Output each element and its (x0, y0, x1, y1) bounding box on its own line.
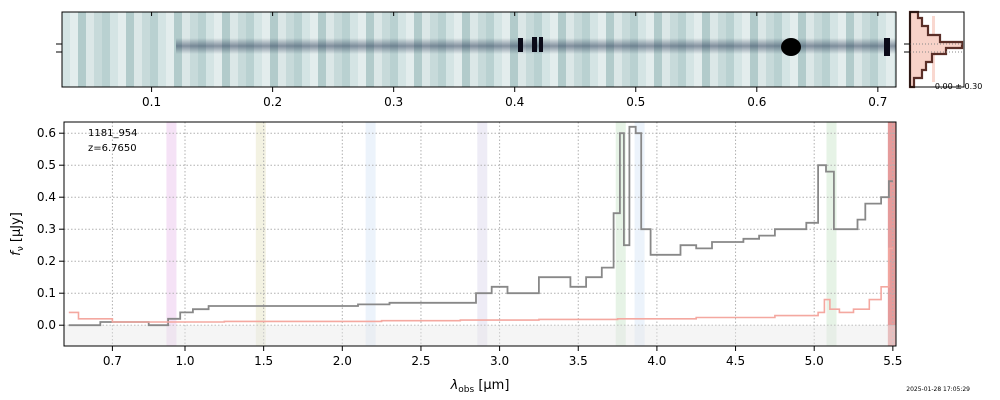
emission-band (826, 122, 837, 346)
heatmap-column (102, 12, 110, 87)
x-tick-label: 3.0 (490, 354, 509, 368)
profile-frame (909, 11, 965, 88)
series-error-line (68, 247, 893, 323)
top-tick-label: 0.5 (626, 95, 645, 109)
timestamp: 2025-01-28 17:05:29 (906, 386, 970, 393)
emission-band (615, 122, 626, 346)
spectrum-2d-knot (884, 38, 890, 56)
emission-band (634, 122, 645, 346)
y-axis-label: fν [μJy] (9, 212, 26, 256)
x-tick-label: 2.0 (333, 354, 352, 368)
spectrum-2d-knot (539, 37, 543, 52)
top-tick-label: 0.4 (505, 95, 524, 109)
spectrum-2d-knot (781, 38, 801, 56)
emission-band (166, 122, 177, 346)
heatmap-column (158, 12, 166, 87)
top-tick-label: 0.7 (868, 95, 887, 109)
heatmap-column (110, 12, 118, 87)
profile-curve (908, 10, 964, 89)
x-axis-label: λobs [μm] (450, 378, 510, 395)
x-tick-label: 4.5 (726, 354, 745, 368)
top-tick-label: 0.2 (263, 95, 282, 109)
top-tick-label: 0.6 (747, 95, 766, 109)
emission-band (365, 122, 376, 346)
x-tick-label: 3.5 (569, 354, 588, 368)
spectrum-1d-panel: 0.7 1.0 1.5 2.0 2.5 3.0 3.5 4.0 4.5 5.0 5.5 0.0 0.1… (9, 121, 970, 395)
spectrum-2d-frame (61, 11, 897, 88)
emission-band (887, 122, 896, 346)
x-tick-label: 1.0 (175, 354, 194, 368)
spectrum-2d-knot (532, 37, 537, 52)
series (68, 125, 893, 327)
grid (64, 122, 896, 346)
top-tick-label: 0.1 (142, 95, 161, 109)
x-tick-label: 5.0 (805, 354, 824, 368)
spectrum-2d-knot (518, 38, 523, 52)
heatmap-column (134, 12, 142, 87)
heatmap-column (70, 12, 78, 87)
emission-band (477, 122, 488, 346)
y-tick-label: 0.5 (37, 158, 56, 172)
y-tick-label: 0.2 (37, 254, 56, 268)
x-tick-label: 5.5 (883, 354, 902, 368)
x-tick-label: 4.0 (647, 354, 666, 368)
series-flux-line (68, 125, 893, 327)
emission-band (255, 122, 266, 346)
heatmap-column (86, 12, 94, 87)
plot-frame (63, 121, 897, 347)
y-tick-label: 0.4 (37, 190, 56, 204)
profile-annotation: -0.00 ± 0.30 (932, 82, 982, 91)
heatmap-column (118, 12, 126, 87)
top-tick-label: 0.3 (384, 95, 403, 109)
heatmap-column (142, 12, 150, 87)
spectrum-2d-xticks: 0.1 0.2 0.3 0.4 0.5 0.6 0.7 (142, 12, 887, 109)
x-tick-label: 1.5 (254, 354, 273, 368)
x-tick-label: 0.7 (103, 354, 122, 368)
heatmap-column (126, 12, 134, 87)
y-tick-label: 0.0 (37, 318, 56, 332)
object-id-label: 1181_954 (88, 128, 138, 139)
spectrum-2d-panel: 0.1 0.2 0.3 0.4 0.5 0.6 0.7 (56, 11, 897, 109)
heatmap-column (150, 12, 158, 87)
y-axis-ticks: 0.0 0.1 0.2 0.3 0.4 0.5 0.6 (37, 126, 64, 332)
redshift-label: z=6.7650 (88, 143, 137, 154)
heatmap-column (166, 12, 174, 87)
y-tick-label: 0.6 (37, 126, 56, 140)
x-tick-label: 2.5 (411, 354, 430, 368)
heatmap-column (94, 12, 102, 87)
heatmap-column (62, 12, 70, 87)
zero-level-shade (64, 325, 896, 346)
x-axis-ticks: 0.7 1.0 1.5 2.0 2.5 3.0 3.5 4.0 4.5 5.0 5.5 (103, 346, 902, 368)
emission-line-bands (166, 122, 896, 346)
y-tick-label: 0.3 (37, 222, 56, 236)
heatmap-column (78, 12, 86, 87)
y-tick-label: 0.1 (37, 286, 56, 300)
profile-panel: -0.00 ± 0.30 (904, 10, 982, 91)
